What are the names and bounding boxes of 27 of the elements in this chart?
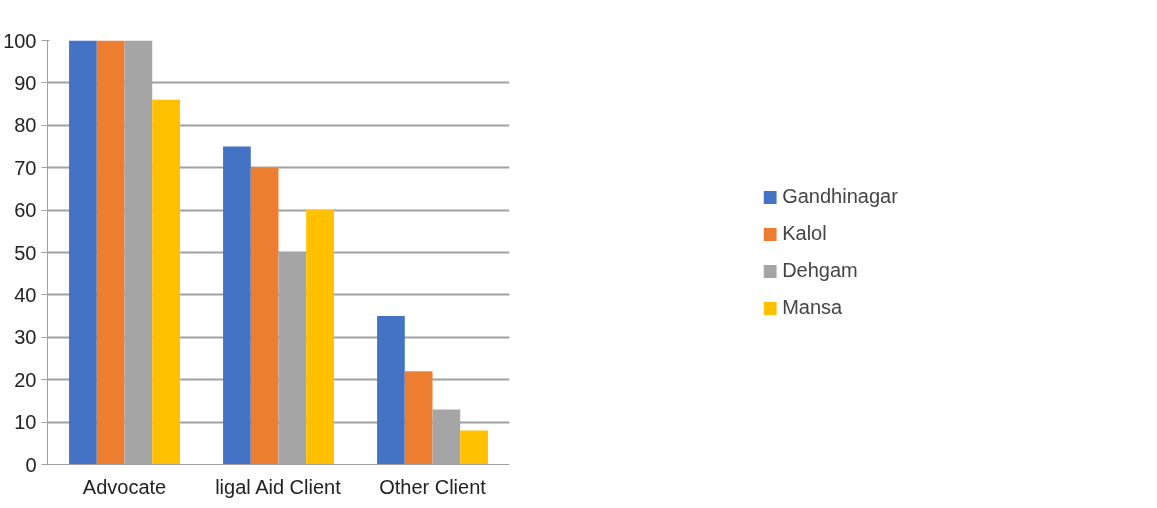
x-tick-label: ligal Aid Client xyxy=(215,475,342,498)
bar xyxy=(250,167,279,465)
bar xyxy=(152,99,180,465)
y-tick-label: 40 xyxy=(14,283,37,306)
y-tick-label: 80 xyxy=(14,114,37,137)
y-tick-label: 90 xyxy=(14,71,37,94)
y-tick-label: 70 xyxy=(14,156,37,179)
y-tick-label: 10 xyxy=(14,411,37,434)
y-tick-label: 20 xyxy=(14,368,37,391)
x-tick-label: Other Client xyxy=(379,475,487,498)
bar xyxy=(404,371,433,465)
y-tick-label: 60 xyxy=(14,199,37,222)
legend-label: Dehgam xyxy=(782,259,858,282)
y-tick-label: 50 xyxy=(14,241,37,264)
bar xyxy=(460,430,488,465)
bar xyxy=(69,40,97,465)
y-tick-label: 0 xyxy=(25,453,37,476)
x-tick-label: Advocate xyxy=(82,475,167,498)
bar xyxy=(223,146,251,465)
legend-label: Gandhinagar xyxy=(782,185,898,208)
bar xyxy=(96,40,125,465)
y-tick-label: 30 xyxy=(14,326,37,349)
legend-label: Mansa xyxy=(782,296,843,319)
bar xyxy=(306,210,334,465)
y-tick-label: 100 xyxy=(3,29,37,52)
bar xyxy=(377,316,405,465)
legend-label: Kalol xyxy=(782,222,827,245)
